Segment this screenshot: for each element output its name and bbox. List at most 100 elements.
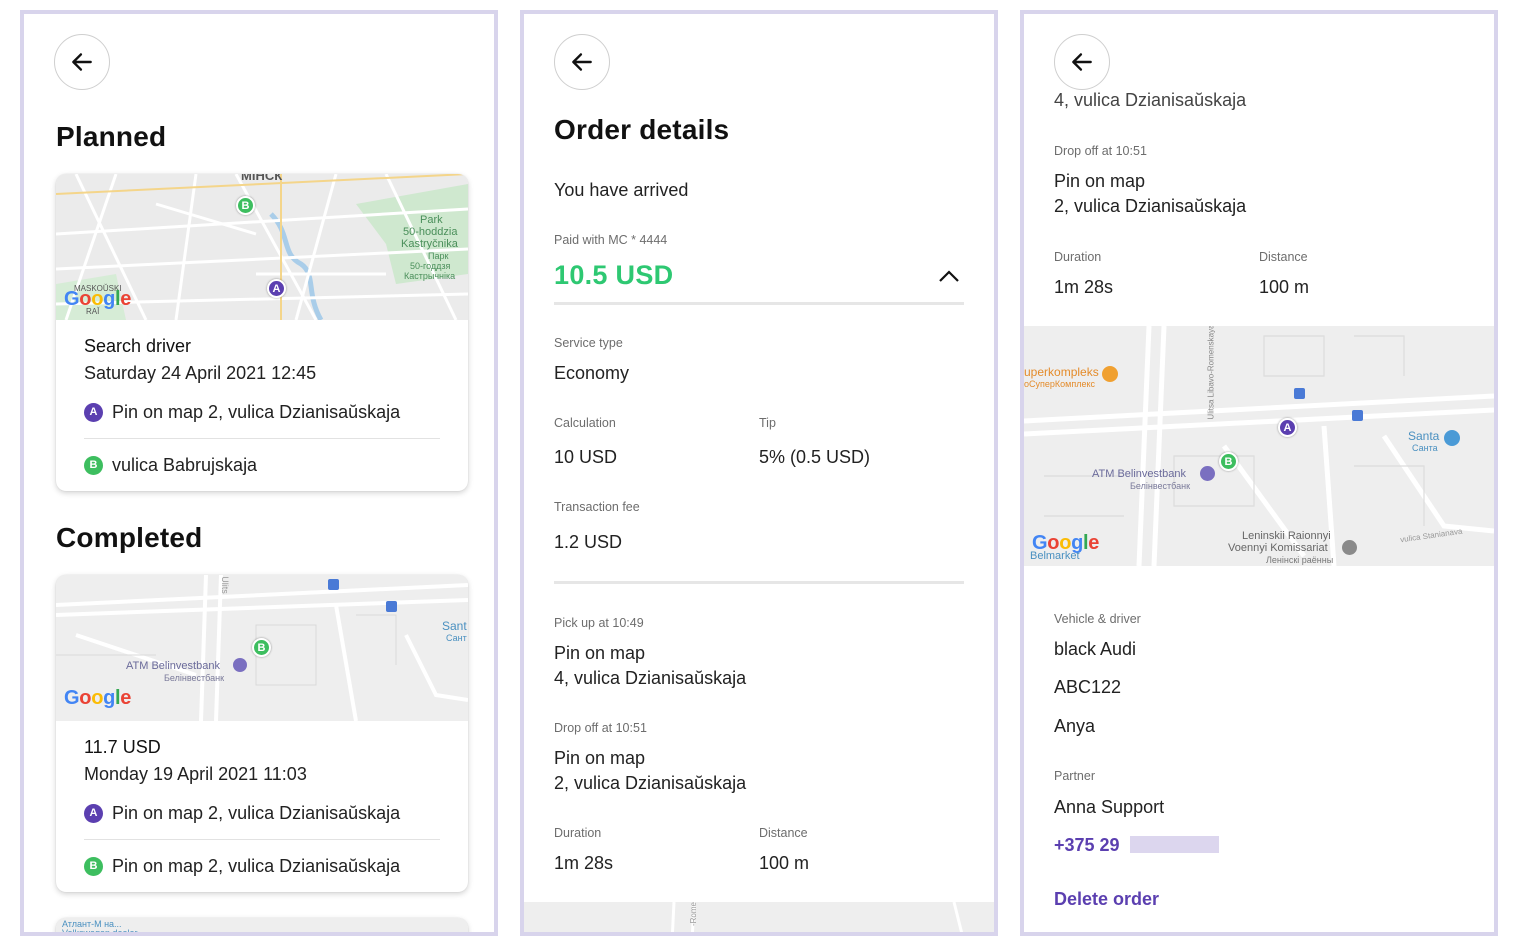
service-type-value: Economy bbox=[554, 363, 630, 383]
driver-name: Anya bbox=[1054, 716, 1096, 736]
map-label-belmarket: Belmarket bbox=[1030, 550, 1080, 562]
map-label-street: -Rome bbox=[689, 902, 699, 927]
order-datetime: Saturday 24 April 2021 12:45 bbox=[84, 363, 317, 383]
route-map: Атлант-М на... Volkswagen dealer bbox=[56, 918, 468, 936]
bus-stop-icon bbox=[328, 579, 339, 590]
tip-value: 5% (0.5 USD) bbox=[759, 447, 871, 467]
dropoff-time-label: Drop off at 10:51 bbox=[1054, 144, 1147, 158]
duration-label: Duration bbox=[1054, 250, 1102, 264]
planned-heading: Planned bbox=[56, 121, 167, 152]
back-button[interactable] bbox=[1054, 34, 1110, 90]
plate-number: ABC122 bbox=[1054, 677, 1122, 697]
bus-stop-icon bbox=[386, 601, 397, 612]
delete-order-button[interactable]: Delete order bbox=[1054, 889, 1160, 909]
map-label-park-5: 50-годдзя bbox=[410, 261, 451, 271]
bus-stop-icon bbox=[1352, 410, 1363, 421]
pickup-address: Pin on map 2, vulica Dzianisaŭskaja bbox=[112, 802, 401, 823]
map-label-street: Ulits bbox=[219, 576, 230, 594]
pin-b-marker: B bbox=[1219, 452, 1238, 471]
fee-divider bbox=[554, 581, 964, 584]
planned-orders-screen: Planned МІНСК Park 50-hoddzia Kastryčnik… bbox=[20, 10, 498, 936]
map-label-park-6: Кастрычніка bbox=[404, 271, 456, 281]
transaction-fee-value: 1.2 USD bbox=[554, 532, 623, 552]
map-label-supercomplex: uperkompleks bbox=[1024, 365, 1099, 379]
order-title: Search driver bbox=[84, 336, 192, 356]
chevron-up-icon[interactable] bbox=[936, 266, 962, 286]
map-label-park-4: Парк bbox=[428, 251, 449, 261]
map-label-santa-2: Санта bbox=[1412, 443, 1438, 453]
pin-a-icon: A bbox=[84, 402, 103, 422]
pin-a-icon: A bbox=[84, 803, 103, 823]
back-button[interactable] bbox=[554, 34, 610, 90]
completed-heading: Completed bbox=[56, 522, 203, 553]
order-details-screen: Order details You have arrived Paid with… bbox=[520, 10, 998, 936]
route-map[interactable]: -Rome bbox=[524, 902, 994, 932]
arrow-left-icon bbox=[72, 53, 92, 71]
dropoff-line-2: 2, vulica Dzianisaŭskaja bbox=[1054, 196, 1247, 216]
distance-label: Distance bbox=[1259, 250, 1308, 264]
tip-label: Tip bbox=[759, 416, 776, 430]
distance-value: 100 m bbox=[759, 853, 810, 873]
price-divider bbox=[554, 302, 964, 305]
completed-order-card[interactable]: Ulits Sant Сант ATM Belinvestbank Белінв… bbox=[56, 575, 468, 892]
divider bbox=[84, 839, 440, 840]
pin-b-icon: B bbox=[84, 856, 103, 876]
duration-value: 1m 28s bbox=[554, 853, 614, 873]
dropoff-time-label: Drop off at 10:51 bbox=[554, 721, 647, 735]
dropoff-line-1: Pin on map bbox=[1054, 171, 1146, 191]
order-price: 10.5 USD bbox=[554, 260, 674, 290]
divider bbox=[84, 438, 440, 439]
map-label-district-2: RAĬ bbox=[86, 307, 100, 316]
google-logo: Google bbox=[64, 687, 132, 709]
map-label-lenin: Leninskii Raionnyi bbox=[1242, 530, 1331, 542]
pickup-time-label: Pick up at 10:49 bbox=[554, 616, 644, 630]
atm-icon bbox=[1200, 466, 1215, 481]
arrow-left-icon bbox=[1072, 53, 1092, 71]
dropoff-address: Pin on map 2, vulica Dzianisaŭskaja bbox=[112, 855, 401, 876]
pickup-address-row: A Pin on map 2, vulica Dzianisaŭskaja bbox=[84, 386, 440, 438]
dropoff-address: vulica Babrujskaja bbox=[112, 454, 258, 475]
dropoff-address-row: B Pin on map 2, vulica Dzianisaŭskaja bbox=[84, 840, 440, 892]
google-logo: Google bbox=[64, 288, 132, 310]
route-map[interactable]: Ulitsa Libavo-Romenskaya uperkompleks оС… bbox=[1024, 326, 1494, 566]
dropoff-line-2: 2, vulica Dzianisaŭskaja bbox=[554, 773, 747, 793]
pin-b-marker: B bbox=[236, 196, 255, 215]
map-label-supercomplex-2: оСуперКомплекс bbox=[1024, 379, 1095, 389]
pickup-address: Pin on map 2, vulica Dzianisaŭskaja bbox=[112, 401, 401, 422]
map-label-lenin-3: Ленінскі раённы bbox=[1266, 555, 1334, 565]
map-label-dealer: Volkswagen dealer bbox=[62, 928, 138, 936]
vehicle-value: black Audi bbox=[1054, 639, 1137, 659]
map-label-park-3: Kastryčnika bbox=[401, 238, 458, 250]
map-label-santa-2: Сант bbox=[446, 633, 467, 643]
pickup-line-2: 4, vulica Dzianisaŭskaja bbox=[1054, 90, 1247, 110]
pin-b-icon: B bbox=[84, 455, 103, 475]
redacted-phone-digits bbox=[1130, 836, 1219, 853]
map-label-atlant: Атлант-М на... bbox=[62, 919, 122, 929]
calculation-label: Calculation bbox=[554, 416, 616, 430]
map-label-atm-2: Белінвестбанк bbox=[1130, 481, 1191, 491]
arrow-left-icon bbox=[572, 53, 592, 71]
map-label-park: Park bbox=[420, 214, 443, 226]
map-label-santa: Santa bbox=[1408, 429, 1440, 443]
pin-a-marker: A bbox=[1278, 418, 1297, 437]
google-logo: Google bbox=[1032, 532, 1100, 554]
map-label-city: МІНСК bbox=[241, 174, 283, 183]
dropoff-line-1: Pin on map bbox=[554, 748, 646, 768]
map-label-street: Ulitsa Libavo-Romenskaya bbox=[1206, 326, 1216, 420]
pin-b-marker: B bbox=[252, 638, 271, 657]
map-label-santa: Sant bbox=[442, 619, 467, 633]
order-status: You have arrived bbox=[554, 180, 689, 200]
shop-icon bbox=[1102, 366, 1118, 382]
pickup-address-row: A Pin on map 2, vulica Dzianisaŭskaja bbox=[84, 787, 440, 839]
partner-phone-link[interactable]: +375 29 bbox=[1054, 835, 1120, 855]
pickup-line-1: Pin on map bbox=[554, 643, 646, 663]
route-map[interactable]: Ulits Sant Сант ATM Belinvestbank Белінв… bbox=[56, 575, 468, 721]
back-button[interactable] bbox=[54, 34, 110, 90]
next-order-card[interactable]: Атлант-М на... Volkswagen dealer bbox=[56, 918, 468, 936]
distance-value: 100 m bbox=[1259, 277, 1310, 297]
route-map[interactable]: МІНСК Park 50-hoddzia Kastryčnika Парк 5… bbox=[56, 174, 468, 320]
duration-label: Duration bbox=[554, 826, 602, 840]
planned-order-card[interactable]: МІНСК Park 50-hoddzia Kastryčnika Парк 5… bbox=[56, 174, 468, 491]
calculation-value: 10 USD bbox=[554, 447, 618, 467]
page-title: Order details bbox=[554, 114, 730, 145]
